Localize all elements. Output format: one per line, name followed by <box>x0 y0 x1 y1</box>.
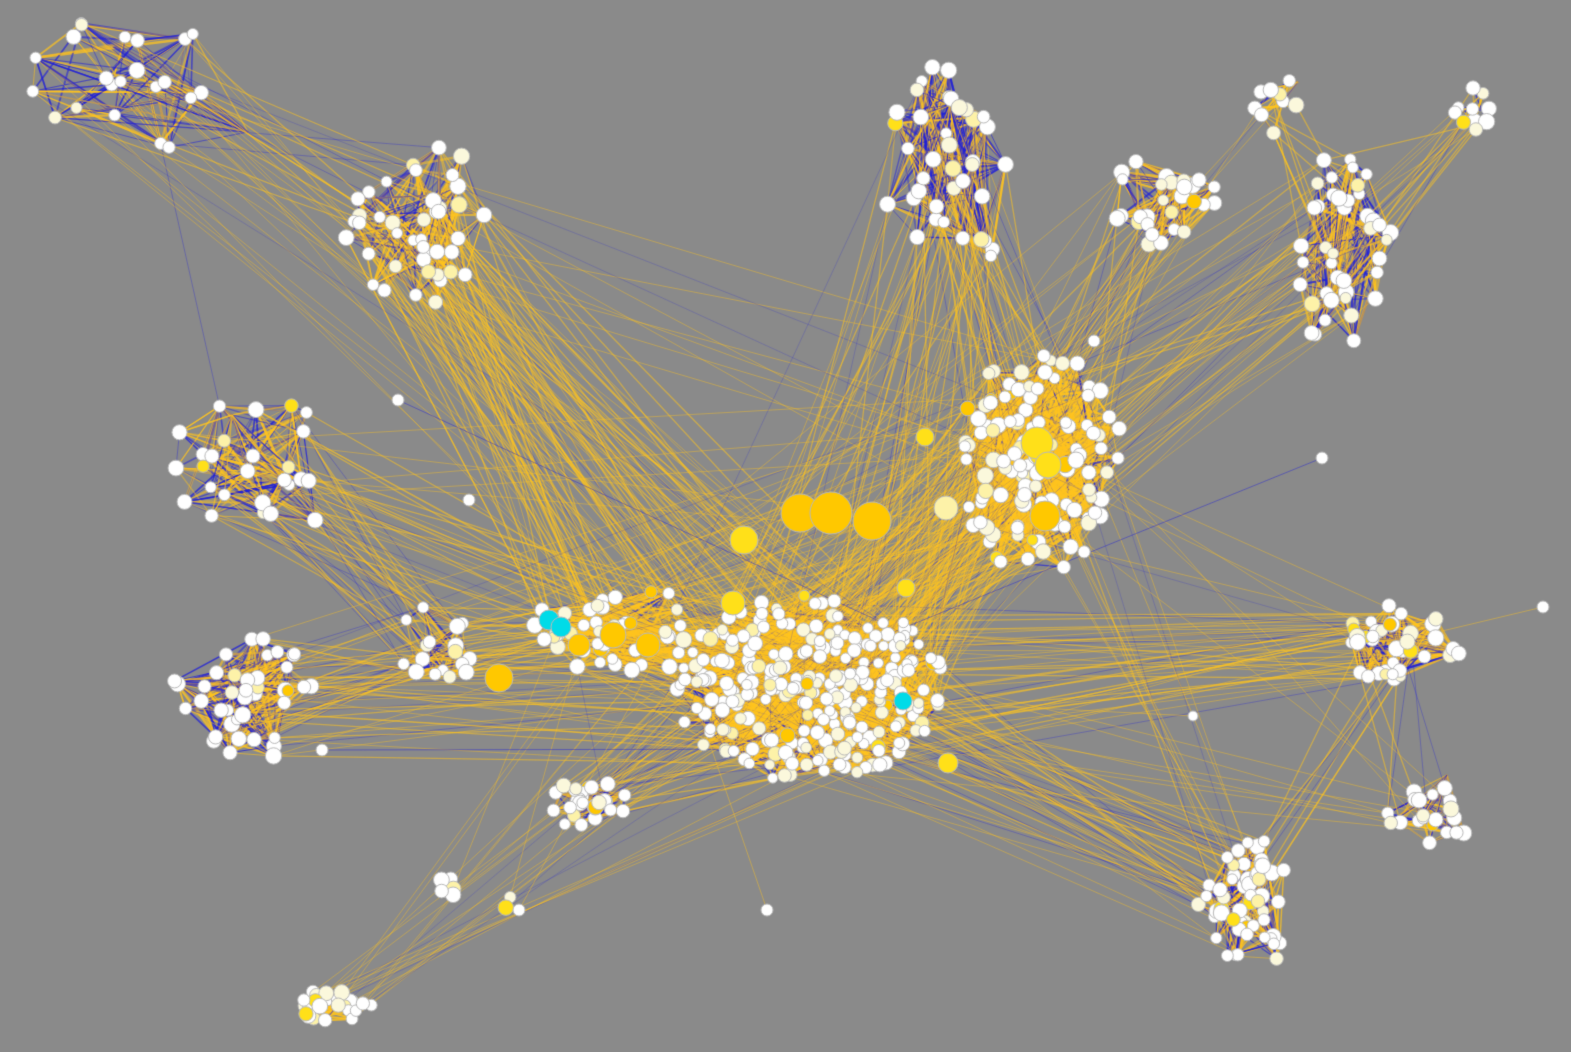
network-graph-visualization[interactable] <box>0 0 1571 1052</box>
network-graph-canvas[interactable] <box>0 0 1571 1052</box>
